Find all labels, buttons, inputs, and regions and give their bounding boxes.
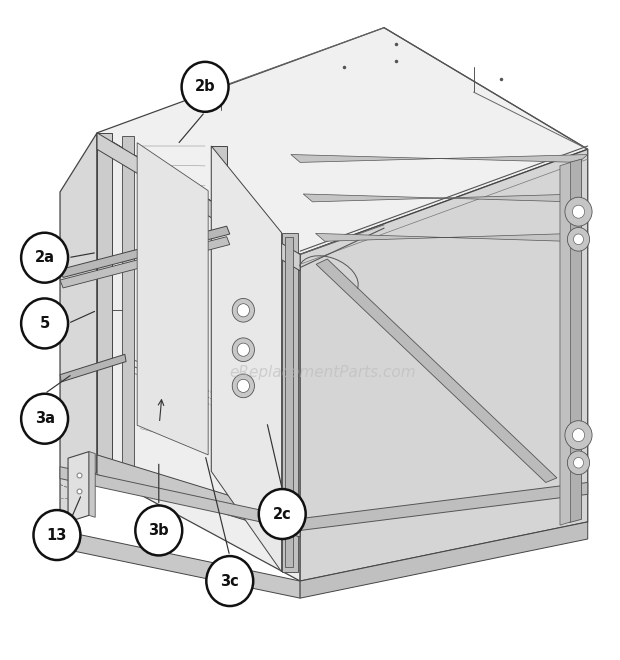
Polygon shape xyxy=(60,226,230,277)
Circle shape xyxy=(21,233,68,282)
Circle shape xyxy=(182,62,229,112)
Polygon shape xyxy=(285,237,293,566)
Text: 5: 5 xyxy=(40,316,50,331)
Circle shape xyxy=(574,457,583,468)
Circle shape xyxy=(237,379,249,393)
Polygon shape xyxy=(122,136,134,468)
Circle shape xyxy=(567,451,590,475)
Text: eReplacementParts.com: eReplacementParts.com xyxy=(229,365,415,380)
Polygon shape xyxy=(97,28,588,254)
Polygon shape xyxy=(560,162,570,525)
Polygon shape xyxy=(316,259,557,482)
Circle shape xyxy=(33,510,81,560)
Polygon shape xyxy=(300,522,588,598)
Text: 3c: 3c xyxy=(220,574,239,589)
Polygon shape xyxy=(281,233,298,572)
Circle shape xyxy=(237,343,249,356)
Polygon shape xyxy=(97,133,112,471)
Circle shape xyxy=(206,556,253,606)
Text: 3b: 3b xyxy=(148,523,169,538)
Polygon shape xyxy=(97,133,300,271)
Polygon shape xyxy=(60,133,97,531)
Circle shape xyxy=(572,205,585,218)
Polygon shape xyxy=(303,194,582,202)
Polygon shape xyxy=(97,455,300,537)
Polygon shape xyxy=(97,133,300,581)
Circle shape xyxy=(572,428,585,442)
Polygon shape xyxy=(300,482,588,531)
Polygon shape xyxy=(569,159,582,523)
Polygon shape xyxy=(316,234,575,242)
Polygon shape xyxy=(68,451,89,522)
Text: 2c: 2c xyxy=(273,506,291,521)
Polygon shape xyxy=(211,146,281,572)
Polygon shape xyxy=(89,451,95,517)
Polygon shape xyxy=(300,149,588,581)
Polygon shape xyxy=(60,354,126,382)
Text: 2a: 2a xyxy=(35,250,55,265)
Circle shape xyxy=(21,394,68,444)
Circle shape xyxy=(21,298,68,348)
Circle shape xyxy=(567,228,590,251)
Circle shape xyxy=(565,420,592,449)
Polygon shape xyxy=(211,146,227,471)
Circle shape xyxy=(232,374,254,398)
Circle shape xyxy=(259,489,306,539)
Polygon shape xyxy=(60,531,300,598)
Polygon shape xyxy=(137,143,208,455)
Circle shape xyxy=(232,298,254,322)
Circle shape xyxy=(232,338,254,362)
Polygon shape xyxy=(60,467,300,531)
Circle shape xyxy=(237,304,249,317)
Text: 13: 13 xyxy=(46,527,67,543)
Text: 2b: 2b xyxy=(195,79,215,94)
Polygon shape xyxy=(60,237,230,288)
Text: 3a: 3a xyxy=(35,411,55,426)
Circle shape xyxy=(135,506,182,556)
Circle shape xyxy=(574,234,583,245)
Circle shape xyxy=(565,197,592,226)
Polygon shape xyxy=(291,154,588,162)
